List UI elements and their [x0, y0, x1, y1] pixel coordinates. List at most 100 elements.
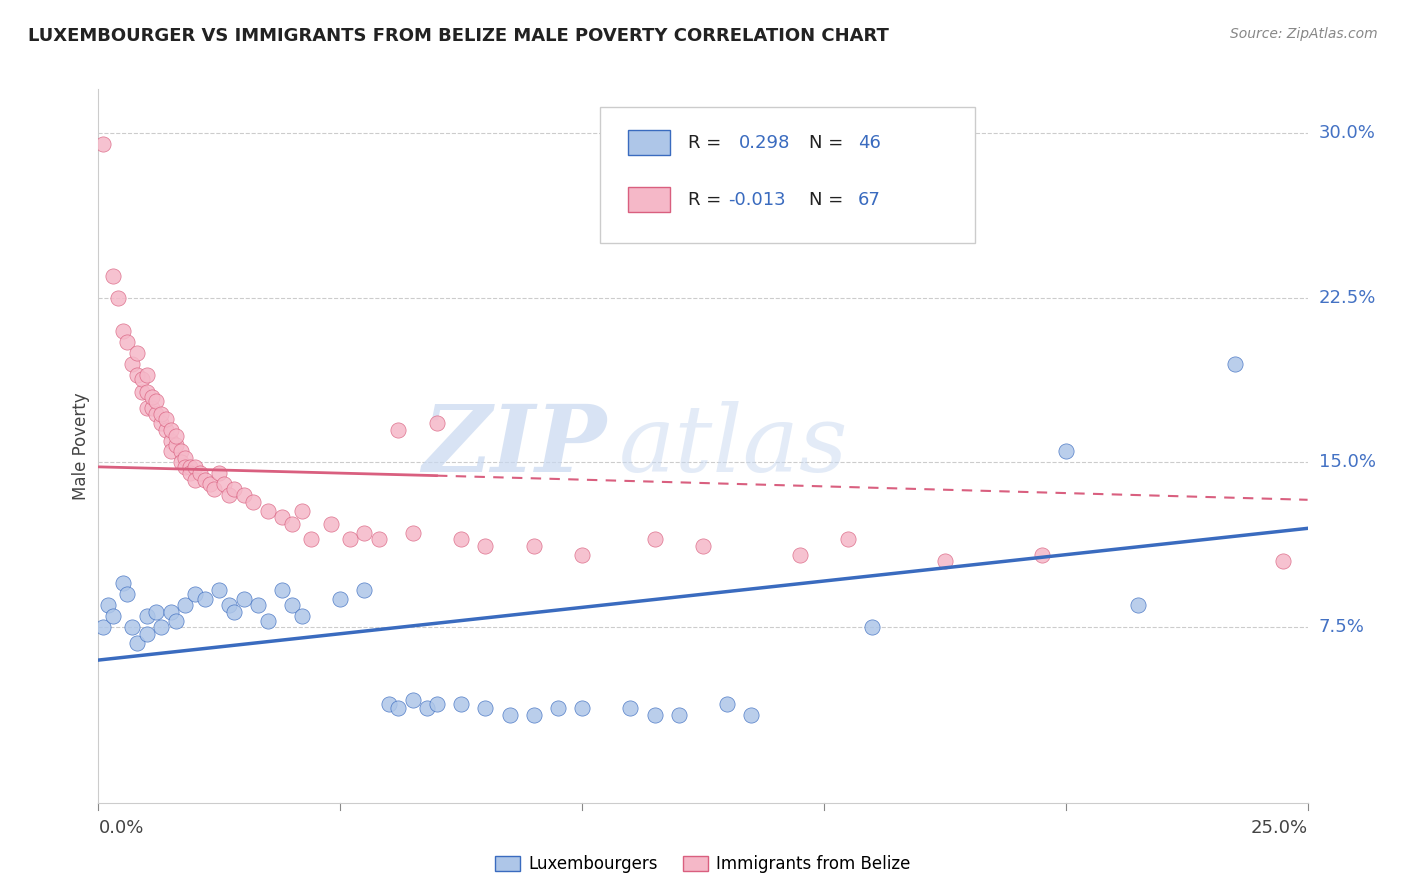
Point: [387, 701, 409, 715]
Point: [319, 516, 342, 531]
Point: [127, 345, 149, 359]
Point: [111, 576, 134, 591]
Point: [222, 605, 245, 619]
Point: [644, 708, 666, 723]
Point: [150, 407, 173, 421]
Point: [165, 429, 187, 443]
FancyBboxPatch shape: [600, 107, 976, 243]
Point: [150, 416, 173, 430]
Point: [135, 609, 157, 624]
Point: [232, 488, 254, 502]
Point: [165, 438, 187, 452]
Point: [474, 539, 496, 553]
Point: [368, 533, 391, 547]
Point: [299, 533, 322, 547]
Point: [117, 334, 139, 349]
Point: [290, 504, 312, 518]
Text: 0.0%: 0.0%: [98, 819, 143, 838]
Point: [127, 635, 149, 649]
Point: [353, 525, 375, 540]
Point: [353, 582, 375, 597]
Point: [91, 137, 114, 152]
Text: 25.0%: 25.0%: [1250, 819, 1308, 838]
Text: 46: 46: [858, 134, 880, 152]
Text: N =: N =: [810, 191, 849, 209]
Point: [194, 473, 217, 487]
Point: [135, 368, 157, 382]
Point: [127, 368, 149, 382]
Point: [416, 701, 439, 715]
Point: [218, 598, 240, 612]
Point: [160, 444, 183, 458]
Point: [1054, 444, 1077, 458]
Point: [155, 411, 177, 425]
Point: [450, 533, 472, 547]
Y-axis label: Male Poverty: Male Poverty: [72, 392, 90, 500]
Point: [1272, 554, 1295, 568]
Point: [141, 390, 163, 404]
Point: [271, 582, 294, 597]
Point: [377, 697, 399, 711]
Point: [256, 614, 278, 628]
Text: 67: 67: [858, 191, 880, 209]
Point: [387, 423, 409, 437]
Point: [619, 701, 641, 715]
Point: [281, 516, 304, 531]
Point: [789, 548, 811, 562]
Point: [174, 598, 197, 612]
Point: [141, 401, 163, 415]
Point: [107, 291, 129, 305]
Point: [97, 598, 120, 612]
Point: [194, 591, 217, 606]
Point: [174, 459, 197, 474]
Point: [837, 533, 859, 547]
Point: [860, 620, 883, 634]
Point: [184, 587, 207, 601]
Point: [740, 708, 762, 723]
Text: 0.298: 0.298: [740, 134, 790, 152]
Point: [668, 708, 690, 723]
Point: [692, 539, 714, 553]
Point: [571, 548, 593, 562]
Point: [135, 401, 157, 415]
Point: [426, 697, 449, 711]
Point: [222, 482, 245, 496]
Point: [121, 357, 143, 371]
Point: [179, 467, 201, 481]
Point: [523, 539, 546, 553]
Point: [450, 697, 472, 711]
Point: [101, 609, 124, 624]
Point: [155, 423, 177, 437]
Text: ZIP: ZIP: [422, 401, 606, 491]
Point: [256, 504, 278, 518]
Text: atlas: atlas: [619, 401, 848, 491]
Point: [271, 510, 294, 524]
Legend: Luxembourgers, Immigrants from Belize: Luxembourgers, Immigrants from Belize: [488, 849, 918, 880]
Point: [121, 620, 143, 634]
Point: [160, 423, 183, 437]
Point: [145, 394, 167, 409]
Text: R =: R =: [689, 191, 727, 209]
Point: [212, 477, 235, 491]
Point: [117, 587, 139, 601]
Point: [169, 455, 191, 469]
Point: [290, 609, 312, 624]
Text: N =: N =: [810, 134, 849, 152]
Point: [242, 495, 264, 509]
Point: [1031, 548, 1053, 562]
Text: Source: ZipAtlas.com: Source: ZipAtlas.com: [1230, 27, 1378, 41]
Point: [474, 701, 496, 715]
Point: [135, 626, 157, 640]
Point: [547, 701, 569, 715]
Point: [1223, 357, 1246, 371]
Text: -0.013: -0.013: [728, 191, 786, 209]
FancyBboxPatch shape: [628, 187, 671, 212]
Point: [208, 582, 231, 597]
Point: [1128, 598, 1150, 612]
Text: 7.5%: 7.5%: [1319, 618, 1365, 636]
Text: LUXEMBOURGER VS IMMIGRANTS FROM BELIZE MALE POVERTY CORRELATION CHART: LUXEMBOURGER VS IMMIGRANTS FROM BELIZE M…: [28, 27, 889, 45]
Point: [179, 459, 201, 474]
Point: [218, 488, 240, 502]
Point: [184, 473, 207, 487]
Point: [184, 459, 207, 474]
